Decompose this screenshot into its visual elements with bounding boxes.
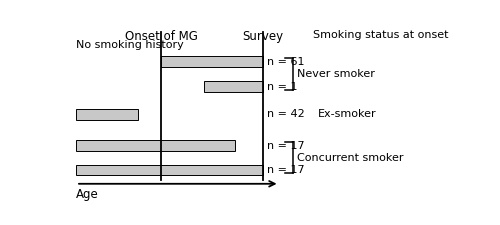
Text: Concurrent smoker: Concurrent smoker <box>297 153 404 163</box>
Text: Onset of MG: Onset of MG <box>125 30 198 43</box>
Text: No smoking history: No smoking history <box>76 40 184 50</box>
Text: Ex-smoker: Ex-smoker <box>318 110 377 119</box>
Text: n = 1: n = 1 <box>266 82 297 92</box>
Text: Age: Age <box>76 188 99 201</box>
Text: n = 17: n = 17 <box>266 165 304 175</box>
Bar <box>204 81 263 92</box>
Text: n = 17: n = 17 <box>266 141 304 151</box>
Bar <box>76 140 235 151</box>
Text: n = 61: n = 61 <box>266 57 304 67</box>
Text: Survey: Survey <box>242 30 284 43</box>
Text: Smoking status at onset: Smoking status at onset <box>312 30 448 40</box>
Bar <box>76 164 263 175</box>
Text: n = 42: n = 42 <box>266 110 304 119</box>
Text: Never smoker: Never smoker <box>297 69 375 79</box>
Bar <box>76 109 138 120</box>
Bar <box>162 56 263 67</box>
